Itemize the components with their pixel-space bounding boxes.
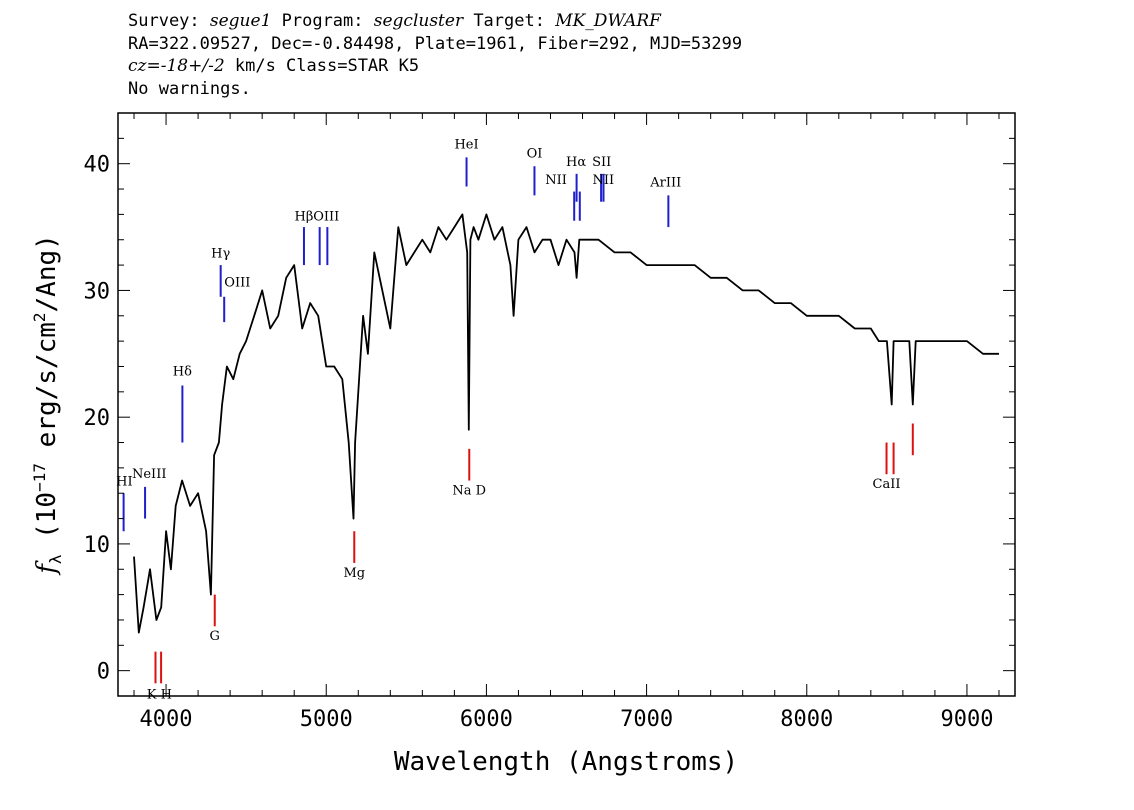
spectral-line-label: CaII	[873, 477, 901, 492]
header-line-redshift: cz=-18+/-2 km/s Class=STAR K5	[128, 55, 742, 78]
header-line-coordinates: RA=322.09527, Dec=-0.84498, Plate=1961, …	[128, 33, 743, 54]
spectral-line-label: Na D	[452, 483, 486, 498]
y-tick-label: 10	[84, 533, 111, 558]
spectral-line-label: NII	[545, 173, 567, 188]
spectral-line-label: NII	[593, 173, 615, 188]
survey-value: segue1	[209, 11, 272, 31]
spectral-line-label: ArIII	[649, 176, 681, 191]
y-tick-label: 20	[84, 406, 111, 431]
spectral-line-label: OIII	[224, 276, 250, 291]
spectral-line-label: K H	[147, 688, 172, 703]
x-axis-title: Wavelength (Angstroms)	[394, 747, 738, 777]
x-tick-label: 7000	[620, 707, 673, 732]
spectral-line-label: Hα	[566, 155, 586, 170]
x-tick-label: 8000	[780, 707, 833, 732]
axis-ticks: 4000 5000 6000 7000 8000 9000 0 10 20 30 40	[84, 112, 1015, 732]
x-tick-label: 4000	[140, 707, 193, 732]
spectrum-header: Survey: segue1 Program: segcluster Targe…	[128, 10, 742, 100]
y-axis-title: fλ (10−17 erg/s/cm2/Ang)	[30, 234, 65, 576]
spectral-line-label: Mg	[343, 566, 365, 581]
y-tick-label: 0	[97, 660, 110, 685]
spectral-line-label: HI	[116, 475, 132, 490]
x-tick-label: 5000	[300, 707, 353, 732]
spectral-line-label: NeIII	[132, 467, 166, 482]
redshift-value: cz=-18+/-2	[128, 56, 225, 76]
class-value: km/s Class=STAR K5	[224, 56, 420, 76]
spectral-line-label: Hβ	[295, 210, 314, 225]
spectral-line-label: SII	[592, 155, 611, 170]
spectral-line-label: Hδ	[173, 364, 192, 379]
y-tick-label: 40	[84, 153, 111, 178]
target-value: MK_DWARF	[555, 11, 661, 31]
header-line-survey: Survey: segue1 Program: segcluster Targe…	[128, 10, 742, 33]
spectral-line-label: HeI	[454, 137, 478, 152]
x-tick-label: 6000	[460, 707, 513, 732]
header-line-warnings: No warnings.	[128, 78, 251, 99]
y-tick-label: 30	[84, 279, 111, 304]
spectral-line-label: OI	[527, 146, 543, 161]
program-label: Program:	[271, 11, 374, 31]
plot-frame	[117, 112, 1016, 697]
spectral-line-label: G	[210, 629, 220, 644]
x-tick-label: 9000	[940, 707, 993, 732]
target-label: Target:	[463, 11, 556, 31]
program-value: segcluster	[373, 11, 464, 31]
spectral-line-label: OIII	[313, 210, 339, 225]
spectrum-line	[133, 213, 999, 634]
spectral-line-label: Hγ	[211, 246, 230, 261]
survey-label: Survey:	[128, 11, 210, 31]
